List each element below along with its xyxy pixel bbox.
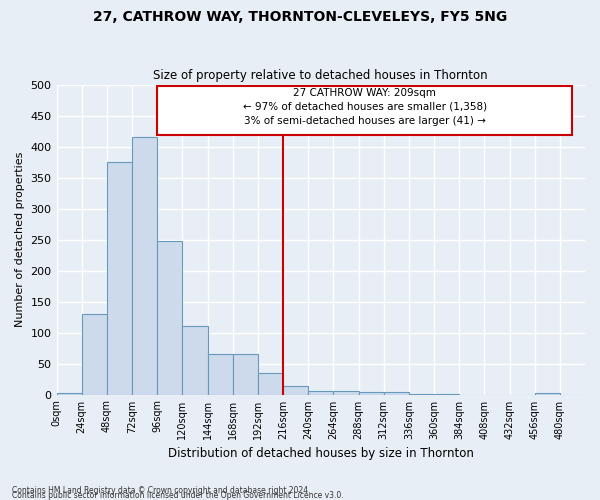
Bar bbox=[208, 354, 233, 395]
Bar bbox=[308, 391, 334, 394]
FancyBboxPatch shape bbox=[157, 86, 572, 136]
Bar bbox=[383, 392, 409, 394]
Bar bbox=[359, 392, 383, 394]
Bar bbox=[82, 314, 107, 394]
Text: Contains HM Land Registry data © Crown copyright and database right 2024.: Contains HM Land Registry data © Crown c… bbox=[12, 486, 311, 495]
Text: 27 CATHROW WAY: 209sqm
← 97% of detached houses are smaller (1,358)
3% of semi-d: 27 CATHROW WAY: 209sqm ← 97% of detached… bbox=[243, 88, 487, 126]
Bar bbox=[157, 242, 182, 394]
Text: 27, CATHROW WAY, THORNTON-CLEVELEYS, FY5 5NG: 27, CATHROW WAY, THORNTON-CLEVELEYS, FY5… bbox=[93, 10, 507, 24]
Bar bbox=[233, 354, 258, 395]
Bar bbox=[258, 373, 283, 394]
X-axis label: Distribution of detached houses by size in Thornton: Distribution of detached houses by size … bbox=[168, 447, 474, 460]
Title: Size of property relative to detached houses in Thornton: Size of property relative to detached ho… bbox=[154, 69, 488, 82]
Bar bbox=[56, 392, 82, 394]
Bar bbox=[182, 326, 208, 394]
Text: Contains public sector information licensed under the Open Government Licence v3: Contains public sector information licen… bbox=[12, 491, 344, 500]
Y-axis label: Number of detached properties: Number of detached properties bbox=[15, 152, 25, 327]
Bar bbox=[132, 138, 157, 394]
Bar bbox=[334, 392, 359, 394]
Bar bbox=[107, 162, 132, 394]
Bar bbox=[283, 386, 308, 394]
